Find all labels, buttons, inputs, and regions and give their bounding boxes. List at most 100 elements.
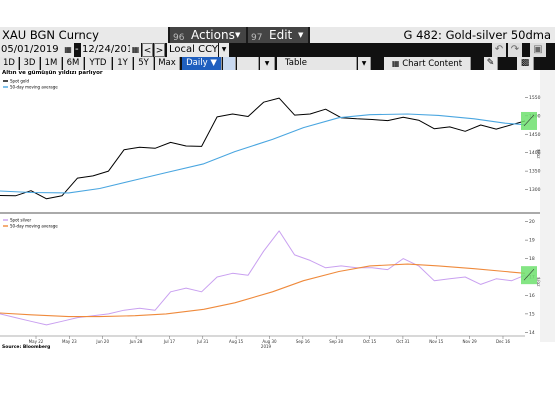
- range-3d[interactable]: 3D: [20, 57, 40, 70]
- gold-panel: 130013501400145015001550$/oz: [0, 95, 541, 200]
- x-tick-label: Nov 15: [429, 339, 444, 344]
- y-tick-label: 1350: [529, 169, 541, 175]
- chart-content-icon: ▦: [391, 59, 400, 68]
- marker-arrow-icon: [523, 268, 535, 281]
- redo-icon[interactable]: ↷: [508, 43, 522, 57]
- legend-label: Spot gold: [10, 79, 29, 84]
- x-tick-label: May 23: [62, 339, 77, 344]
- dropdown-icon[interactable]: ▼: [260, 57, 275, 70]
- start-date-text: 05/01/2019: [1, 44, 59, 55]
- chevron-right-icon[interactable]: >: [154, 43, 165, 57]
- dropdown-icon: ▼: [298, 31, 304, 39]
- y-tick-label: 1450: [529, 132, 541, 138]
- function-title: G 482: Gold-silver 50dma: [310, 27, 555, 43]
- y-axis-label: $/oz: [535, 277, 541, 287]
- series-line-moving-average: [0, 113, 526, 194]
- table-label: Table: [285, 58, 307, 68]
- series-line-spot: [0, 97, 526, 200]
- dropdown-icon[interactable]: [237, 57, 259, 70]
- silver-panel: 14151617181920$/oz: [0, 219, 541, 336]
- dropdown-icon[interactable]: ▼: [358, 57, 371, 70]
- frequency-select[interactable]: Daily ▼: [182, 57, 222, 70]
- date-separator: -: [75, 44, 79, 55]
- undo-icon[interactable]: ↶: [492, 43, 506, 57]
- y-tick-label: 14: [529, 330, 535, 336]
- close-icon[interactable]: ▣: [530, 43, 546, 57]
- range-5y[interactable]: 5Y: [134, 57, 154, 70]
- x-tick-label: Jul 31: [196, 339, 209, 344]
- series-line-moving-average: [0, 263, 526, 318]
- y-tick-label: 20: [529, 219, 535, 225]
- settings-icon[interactable]: ▩: [517, 57, 534, 70]
- x-tick-label: Dec 16: [496, 339, 511, 344]
- y-tick-label: 16: [529, 293, 535, 299]
- scrollbar-track[interactable]: [540, 70, 555, 342]
- marker-arrow-icon: [523, 114, 535, 127]
- dropdown-icon: ▼: [235, 31, 241, 39]
- security-text: XAU BGN Curncy: [2, 28, 99, 42]
- x-tick-label: Oct 31: [396, 339, 410, 344]
- x-axis: May 22 May 23 Jun 20 Jun 28 Jul 17 Jul 31 Aug …: [0, 335, 525, 349]
- edit-number: 97: [251, 33, 263, 43]
- x-axis-label: 2019: [261, 344, 272, 349]
- chart-title: Altın ve gümüşün yıldızı parlıyor: [2, 70, 103, 76]
- range-bar: 1D 3D 1M 6M YTD 1Y 5Y Max Daily ▼ ▼ Tabl…: [0, 57, 555, 70]
- y-tick-label: 15: [529, 311, 535, 317]
- y-tick-label: 19: [529, 238, 535, 244]
- actions-menu[interactable]: 96 Actions ▼: [170, 27, 246, 43]
- chart-type-icon[interactable]: [223, 57, 236, 70]
- x-tick-label: Aug 15: [229, 339, 244, 344]
- edit-menu[interactable]: 97 Edit ▼: [248, 27, 308, 43]
- x-tick-label: Jul 17: [163, 339, 176, 344]
- chart-area: Altın ve gümüşün yıldızı parlıyor Spot g…: [0, 70, 555, 360]
- x-tick-label: May 22: [29, 339, 44, 344]
- edit-label: Edit: [269, 28, 293, 42]
- source-label: Source: Bloomberg: [2, 344, 50, 350]
- x-tick-label: Sep 16: [296, 339, 310, 344]
- title-bar: XAU BGN Curncy 96 Actions ▼ 97 Edit ▼ G …: [0, 27, 555, 43]
- x-tick-label: Aug 30: [262, 339, 277, 344]
- actions-label: Actions: [191, 28, 235, 42]
- security-field[interactable]: XAU BGN Curncy: [0, 27, 168, 43]
- range-1y[interactable]: 1Y: [113, 57, 133, 70]
- legend-label: 50-day moving average: [10, 85, 58, 90]
- legend-label: 50-day moving average: [10, 224, 58, 229]
- y-tick-label: 1400: [529, 150, 541, 156]
- legend-label: Spot silver: [10, 218, 32, 223]
- actions-number: 96: [173, 33, 185, 43]
- y-axis-label: $/oz: [535, 149, 541, 159]
- calendar-icon[interactable]: ▦: [130, 43, 141, 57]
- x-tick-label: Jun 20: [95, 339, 109, 344]
- edit-icon[interactable]: ✎: [484, 57, 498, 70]
- chevron-left-icon[interactable]: <: [142, 43, 153, 57]
- y-tick-label: 18: [529, 256, 535, 262]
- date-bar: 05/01/2019 ▦ - 12/24/2019 ▦ < > Local CC…: [0, 43, 555, 57]
- table-button[interactable]: Table: [277, 57, 357, 70]
- start-date-field[interactable]: 05/01/2019: [0, 43, 62, 57]
- x-tick-label: Sep 30: [329, 339, 343, 344]
- last-value-marker: [521, 266, 537, 285]
- range-1m[interactable]: 1M: [41, 57, 62, 70]
- chart-background: [0, 70, 555, 360]
- calendar-icon[interactable]: ▦: [62, 43, 74, 57]
- end-date-field[interactable]: 12/24/2019: [81, 43, 130, 57]
- x-tick-label: Jun 28: [129, 339, 143, 344]
- function-title-text: G 482: Gold-silver 50dma: [403, 28, 551, 42]
- last-value-marker: [521, 111, 537, 130]
- y-tick-label: 1300: [529, 187, 541, 193]
- currency-text: Local CCY: [169, 44, 218, 55]
- x-tick-label: Nov 29: [463, 339, 478, 344]
- range-1d[interactable]: 1D: [0, 57, 19, 70]
- range-max[interactable]: Max: [155, 57, 180, 70]
- chart-content-button[interactable]: ▦ Chart Content: [384, 57, 471, 70]
- chart-content-label: Chart Content: [402, 59, 463, 69]
- x-tick-label: Oct 15: [363, 339, 377, 344]
- currency-select[interactable]: Local CCY: [167, 43, 218, 57]
- range-ytd[interactable]: YTD: [85, 57, 112, 70]
- dropdown-icon[interactable]: ▼: [219, 43, 229, 57]
- y-tick-label: 1550: [529, 95, 541, 101]
- end-date-text: 12/24/2019: [82, 44, 130, 55]
- range-6m[interactable]: 6M: [63, 57, 84, 70]
